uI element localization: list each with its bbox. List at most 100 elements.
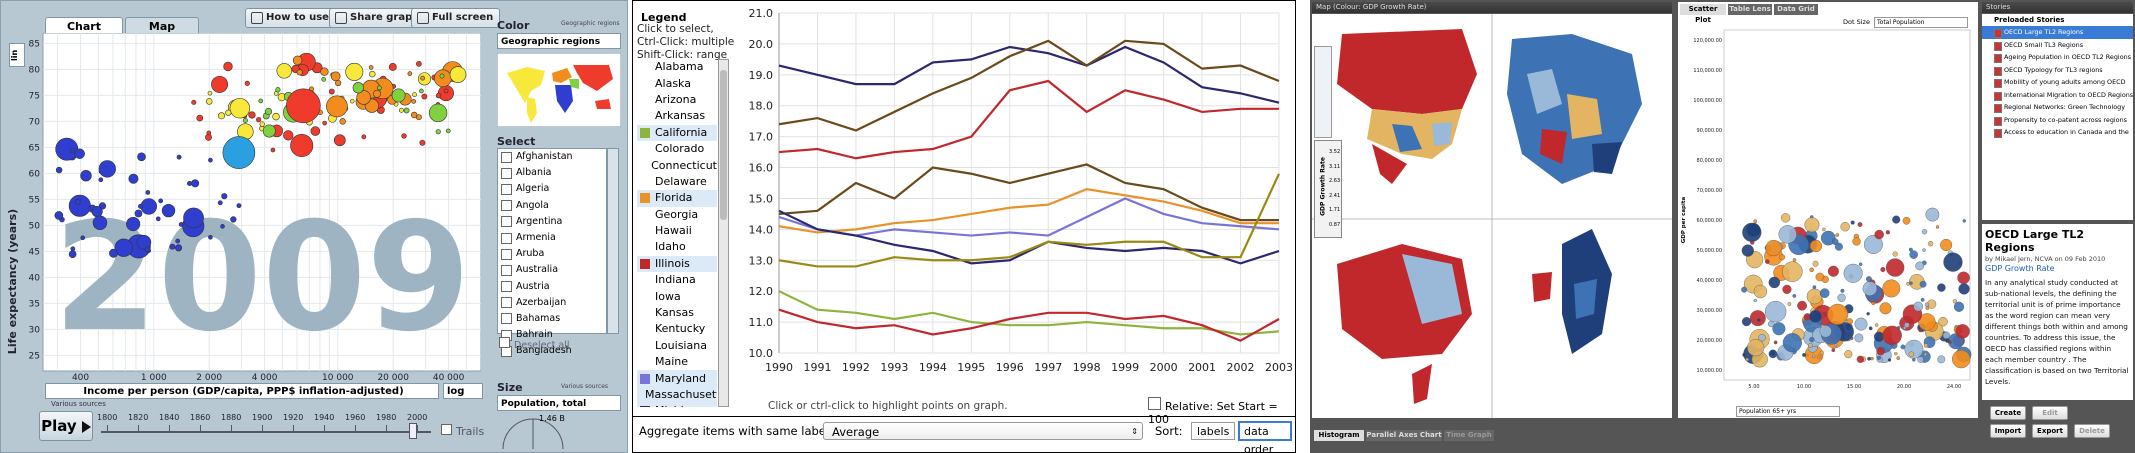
legend-item[interactable]: Kentucky: [637, 321, 717, 337]
region-dot[interactable]: [1866, 312, 1870, 316]
country-bubble[interactable]: [161, 203, 176, 218]
series-line[interactable]: [778, 308, 1280, 342]
country-checkbox[interactable]: [501, 232, 512, 244]
country-bubble[interactable]: [55, 166, 63, 174]
country-bubble[interactable]: [128, 173, 139, 184]
country-bubble[interactable]: [140, 198, 157, 215]
region-dot[interactable]: [1837, 293, 1846, 302]
various-sources-note[interactable]: Various sources: [51, 400, 106, 408]
legend-item[interactable]: Florida: [637, 190, 717, 207]
country-bubble[interactable]: [286, 88, 321, 124]
region-dot[interactable]: [1868, 326, 1873, 331]
legend-item[interactable]: Idaho: [637, 239, 717, 255]
country-bubble[interactable]: [136, 234, 152, 250]
legend-item[interactable]: Hawaii: [637, 223, 717, 239]
region-dot[interactable]: [1811, 354, 1816, 359]
region-dot[interactable]: [1896, 356, 1901, 360]
region-dot[interactable]: [1854, 333, 1864, 343]
country-bubble[interactable]: [349, 98, 355, 104]
country-bubble[interactable]: [339, 118, 346, 125]
country-item[interactable]: Azerbaijan: [498, 295, 606, 311]
region-dot[interactable]: [1923, 352, 1928, 357]
country-bubble[interactable]: [262, 124, 276, 138]
country-bubble[interactable]: [373, 89, 381, 98]
region-dot[interactable]: [1827, 265, 1839, 277]
country-bubble[interactable]: [205, 98, 213, 105]
legend-item[interactable]: Massachusetts: [637, 386, 717, 404]
size-select[interactable]: Population, total: [497, 395, 621, 411]
country-bubble[interactable]: [446, 128, 451, 134]
country-item[interactable]: Bahamas: [498, 311, 606, 327]
region-dot[interactable]: [1906, 281, 1910, 286]
region-dot[interactable]: [1909, 281, 1913, 285]
region-dot[interactable]: [1927, 240, 1934, 247]
legend-item[interactable]: Maine: [637, 354, 717, 370]
country-bubble[interactable]: [296, 69, 303, 76]
region-dot[interactable]: [1854, 317, 1868, 331]
state-legend-list[interactable]: Alabama Alaska Arizona Arkansas California Co…: [637, 59, 717, 407]
country-bubble[interactable]: [412, 92, 417, 97]
color-world-map[interactable]: [497, 53, 621, 127]
x-scale-select[interactable]: log: [443, 383, 483, 399]
map-view[interactable]: [1312, 14, 1672, 418]
country-bubble[interactable]: [276, 63, 292, 79]
legend-item[interactable]: Maryland: [637, 370, 717, 387]
dot-size-select[interactable]: Total Population: [1874, 17, 1968, 28]
region-dot[interactable]: [1856, 355, 1865, 364]
story-item[interactable]: OECD Typology for TL3 regions: [1982, 64, 2133, 77]
region-dot[interactable]: [1908, 351, 1915, 357]
tab-data-grid[interactable]: Data Grid: [1774, 4, 1818, 15]
country-checkbox[interactable]: [501, 248, 512, 260]
country-checkbox[interactable]: [501, 281, 512, 293]
region-dot[interactable]: [1780, 213, 1791, 223]
region-dot[interactable]: [1945, 338, 1950, 343]
stories-list[interactable]: Preloaded Stories OECD Large TL2 Regions…: [1982, 14, 2133, 220]
country-bubble[interactable]: [356, 90, 371, 105]
country-bubble[interactable]: [320, 67, 329, 76]
region-dot[interactable]: [1922, 248, 1926, 252]
region-dot[interactable]: [1831, 238, 1839, 245]
region-dot[interactable]: [1962, 219, 1967, 223]
country-checkbox[interactable]: [501, 183, 512, 195]
country-bubble[interactable]: [391, 88, 406, 103]
country-bubble[interactable]: [264, 107, 273, 116]
country-checkbox[interactable]: [501, 167, 512, 179]
y-axis-label[interactable]: Life expectancy (years): [6, 208, 20, 354]
country-bubble[interactable]: [68, 250, 77, 259]
legend-item[interactable]: Colorado: [637, 141, 717, 157]
tab-scatter-plot[interactable]: Scatter Plot: [1680, 4, 1726, 24]
region-dot[interactable]: [1935, 225, 1940, 229]
series-line[interactable]: [778, 79, 1279, 160]
series-line[interactable]: [778, 45, 1280, 104]
country-bubble[interactable]: [92, 215, 108, 230]
story-item[interactable]: OECD Large TL2 Regions: [1982, 26, 2133, 39]
country-list-scrollbar[interactable]: [607, 148, 619, 334]
country-bubble[interactable]: [91, 206, 103, 218]
country-bubble[interactable]: [242, 117, 248, 123]
country-bubble[interactable]: [137, 152, 146, 162]
series-line[interactable]: [778, 188, 1279, 234]
legend-item[interactable]: Arkansas: [637, 108, 717, 124]
region-dot[interactable]: [1840, 221, 1850, 232]
legend-scroll-thumb[interactable]: [720, 70, 727, 220]
series-line[interactable]: [778, 290, 1280, 336]
region-dot[interactable]: [1918, 328, 1923, 333]
region-dot[interactable]: [1882, 279, 1901, 298]
region-dot[interactable]: [1768, 276, 1781, 289]
country-bubble[interactable]: [80, 170, 92, 182]
country-bubble[interactable]: [187, 180, 192, 186]
export-button[interactable]: Export: [2032, 424, 2068, 438]
region-dot[interactable]: [1782, 333, 1802, 353]
region-dot[interactable]: [1792, 294, 1797, 298]
region-dot[interactable]: [1894, 351, 1898, 356]
country-bubble[interactable]: [191, 99, 197, 105]
country-bubble[interactable]: [407, 71, 413, 76]
stories-root[interactable]: Preloaded Stories: [1994, 16, 2065, 24]
region-dot[interactable]: [1843, 263, 1863, 283]
region-dot[interactable]: [1782, 261, 1803, 282]
story-item[interactable]: Access to education in Canada and the: [1982, 126, 2133, 139]
play-button[interactable]: Play: [39, 411, 93, 441]
country-bubble[interactable]: [109, 248, 118, 258]
aggregate-select[interactable]: Average ⇕: [823, 422, 1143, 440]
region-dot[interactable]: [1742, 352, 1747, 358]
